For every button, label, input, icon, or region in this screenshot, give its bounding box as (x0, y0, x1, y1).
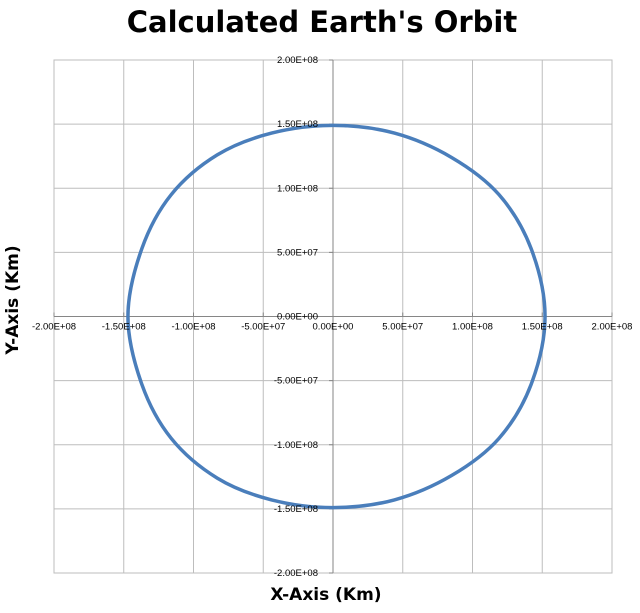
x-tick-label: 0.00E+00 (313, 322, 354, 333)
chart-title: Calculated Earth's Orbit (127, 5, 518, 39)
y-tick-labels: -2.00E+08 -1.50E+08 -1.00E+08 -5.00E+07 0.00… (274, 55, 318, 579)
x-tick-label: -2.00E+08 (32, 322, 76, 333)
y-tick-label: -1.50E+08 (274, 504, 318, 515)
y-axis-title: Y-Axis (Km) (3, 245, 23, 355)
x-tick-label: -1.50E+08 (102, 322, 146, 333)
y-tick-label: 2.00E+08 (277, 55, 318, 66)
x-tick-label: -1.00E+08 (171, 322, 215, 333)
y-tick-label: -5.00E+07 (274, 376, 318, 387)
x-tick-label: 1.50E+08 (522, 322, 563, 333)
x-tick-label: 5.00E+07 (382, 322, 423, 333)
y-tick-label: 5.00E+07 (277, 247, 318, 258)
y-tick-label: -1.00E+08 (274, 440, 318, 451)
y-tick-label: -2.00E+08 (274, 568, 318, 579)
orbit-series-line (126, 123, 547, 510)
y-tick-label: 1.00E+08 (277, 183, 318, 194)
y-tick-label: 1.50E+08 (277, 119, 318, 130)
x-tick-label: -5.00E+07 (241, 322, 285, 333)
x-tick-label: 1.00E+08 (452, 322, 493, 333)
plot-area (53, 59, 613, 574)
x-tick-label: 2.00E+08 (592, 322, 633, 333)
x-axis-title: X-Axis (Km) (270, 585, 381, 605)
y-tick-label: 0.00E+00 (277, 312, 318, 323)
x-tick-labels: -2.00E+08 -1.50E+08 -1.00E+08 -5.00E+07 0.00… (32, 322, 633, 333)
